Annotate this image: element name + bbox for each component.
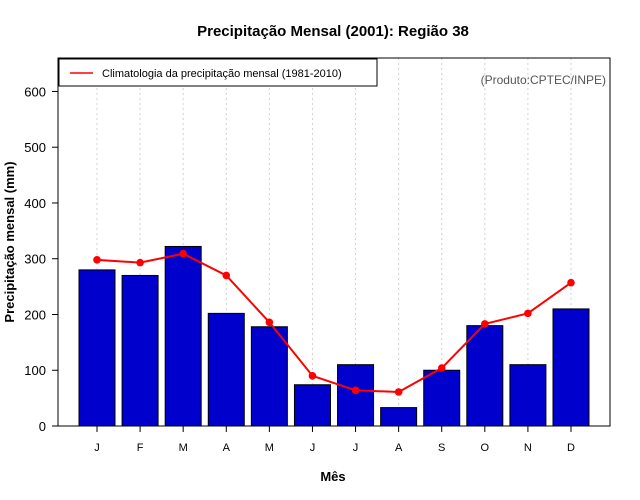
bar-j-1	[78, 269, 116, 427]
bar-d-12	[552, 308, 590, 427]
bar-a-8	[380, 407, 418, 427]
climatology-point-3	[179, 249, 187, 258]
climatology-line	[96, 252, 572, 393]
climatology-series	[93, 249, 575, 396]
x-tick-label: F	[137, 442, 144, 454]
y-tick-label: 300	[24, 252, 46, 267]
climatology-point-10	[481, 320, 489, 328]
bar-j-7	[337, 364, 375, 427]
climatology-point-6	[308, 372, 317, 380]
bar-j-6	[293, 384, 331, 427]
x-tick-label: J	[353, 442, 359, 454]
climatology-point-12	[567, 278, 575, 287]
x-tick-label: N	[524, 442, 532, 454]
bar-m-3	[164, 245, 202, 427]
bars	[78, 245, 590, 427]
y-tick-label: 200	[24, 307, 46, 322]
bar-s-9	[423, 369, 461, 427]
x-tick-label: J	[310, 442, 316, 454]
chart-title: Precipitação Mensal (2001): Região 38	[197, 23, 469, 40]
x-tick-label: O	[481, 442, 490, 454]
bar-o-10	[466, 325, 504, 427]
bar-a-4	[207, 312, 245, 427]
climatology-point-1	[93, 256, 101, 264]
climatology-point-5	[265, 318, 274, 327]
legend: Climatologia da precipitação mensal (198…	[58, 58, 378, 87]
y-tick-label: 0	[39, 419, 46, 434]
x-axis-label: Mês	[320, 469, 345, 484]
legend-box	[58, 58, 378, 87]
x-tick-label: A	[223, 442, 231, 454]
x-tick-label: J	[94, 442, 100, 454]
bar-m-5	[250, 326, 288, 427]
y-tick-label: 500	[24, 140, 46, 155]
legend-entry-climatology: Climatologia da precipitação mensal (198…	[102, 68, 342, 80]
y-tick-label: 100	[24, 363, 46, 378]
climatology-point-7	[351, 386, 360, 395]
climatology-point-8	[394, 388, 403, 396]
y-axis-label: Precipitação mensal (mm)	[2, 161, 17, 322]
bar-n-11	[509, 364, 547, 427]
y-tick-label: 600	[24, 84, 46, 99]
plot-frame	[57, 57, 611, 427]
y-tick-label: 400	[24, 196, 46, 211]
climatology-point-9	[437, 364, 446, 372]
x-tick-label: S	[438, 442, 445, 454]
climatology-point-4	[222, 271, 231, 280]
x-tick-label: D	[567, 442, 575, 454]
x-tick-label: M	[265, 442, 274, 454]
bar-f-2	[121, 274, 159, 427]
climatology-point-11	[524, 309, 532, 318]
credit-annotation: (Produto:CPTEC/INPE)	[481, 73, 606, 87]
climatology-point-2	[136, 258, 144, 267]
x-tick-label: M	[179, 442, 188, 454]
x-tick-label: A	[395, 442, 403, 454]
y-axis: 0 100 200 300 400 500 600	[24, 84, 58, 434]
